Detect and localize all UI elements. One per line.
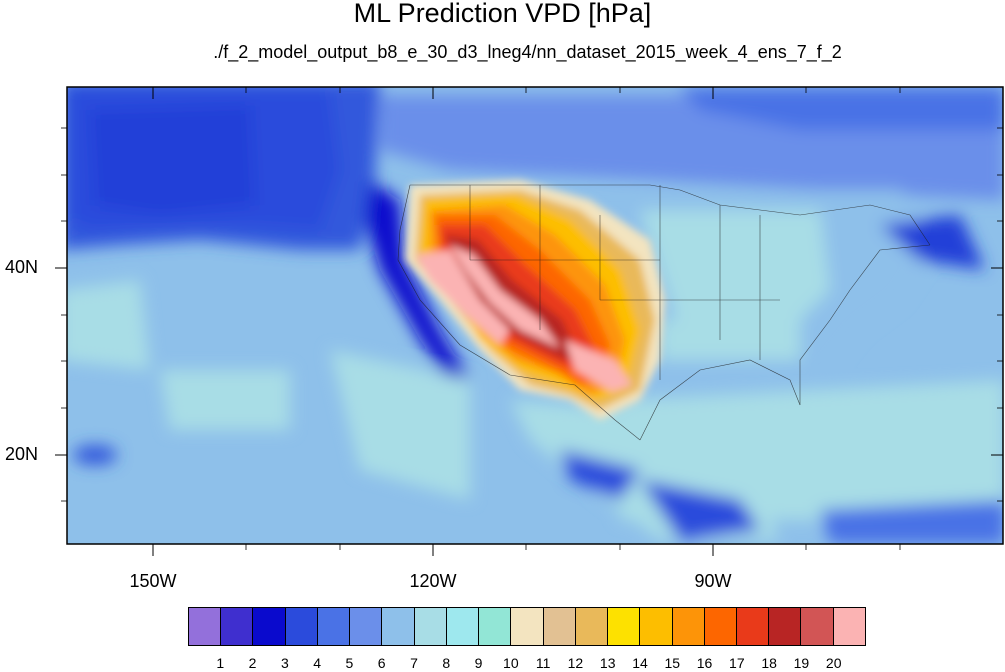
colorbar-tick-label: 14 xyxy=(632,655,648,671)
colorbar-box xyxy=(317,608,351,645)
colorbar-tick-label: 15 xyxy=(664,655,681,671)
colorbar xyxy=(188,607,866,646)
colorbar-tick-label: 20 xyxy=(825,655,842,671)
colorbar-tick-label: 13 xyxy=(599,655,616,671)
colorbar-box xyxy=(672,608,705,645)
colorbar-tick-label: 9 xyxy=(474,655,483,671)
colorbar-box xyxy=(350,608,383,645)
colorbar-box xyxy=(446,608,480,645)
colorbar-tick-label: 4 xyxy=(313,655,322,671)
map-subtitle: ./f_2_model_output_b8_e_30_d3_lneg4/nn_d… xyxy=(213,42,842,62)
colorbar-tick-label: 1 xyxy=(216,655,225,671)
colorbar-box xyxy=(414,608,447,645)
vpd-field xyxy=(67,87,1003,544)
colorbar-box xyxy=(769,608,802,645)
colorbar-box xyxy=(189,608,222,645)
colorbar-tick-label: 17 xyxy=(729,655,745,671)
colorbar-tick-label: 6 xyxy=(377,655,386,671)
lon-label-90w: 90W xyxy=(694,571,732,591)
colorbar-box xyxy=(285,608,318,645)
colorbar-tick-label: 8 xyxy=(442,655,451,671)
colorbar-tick-label: 5 xyxy=(345,655,354,671)
colorbar-tick-label: 18 xyxy=(761,655,777,671)
colorbar-box xyxy=(704,608,737,645)
lon-label-150w: 150W xyxy=(129,571,177,591)
colorbar-tick-label: 19 xyxy=(793,655,810,671)
colorbar-box xyxy=(640,608,673,645)
colorbar-tick-label: 2 xyxy=(248,655,257,671)
colorbar-box xyxy=(608,608,641,645)
colorbar-box xyxy=(253,608,286,645)
colorbar-tick-label: 12 xyxy=(567,655,584,671)
map-title: ML Prediction VPD [hPa] xyxy=(353,0,652,28)
lat-label-20n: 20N xyxy=(4,444,38,464)
colorbar-box xyxy=(736,608,770,645)
colorbar-box xyxy=(511,608,544,645)
colorbar-tick-label: 3 xyxy=(280,655,289,671)
colorbar-box xyxy=(575,608,609,645)
map-frame xyxy=(66,86,1004,545)
colorbar-tick-label: 11 xyxy=(535,655,551,671)
colorbar-tick-label: 10 xyxy=(503,655,519,671)
colorbar-tick-label: 7 xyxy=(410,655,418,671)
colorbar-box xyxy=(833,608,865,645)
colorbar-tick-label: 16 xyxy=(696,655,713,671)
colorbar-box xyxy=(479,608,512,645)
lon-label-120w: 120W xyxy=(409,571,457,591)
lat-label-40n: 40N xyxy=(4,257,38,277)
colorbar-box xyxy=(382,608,415,645)
colorbar-box xyxy=(221,608,254,645)
colorbar-box xyxy=(543,608,576,645)
colorbar-box xyxy=(801,608,834,645)
